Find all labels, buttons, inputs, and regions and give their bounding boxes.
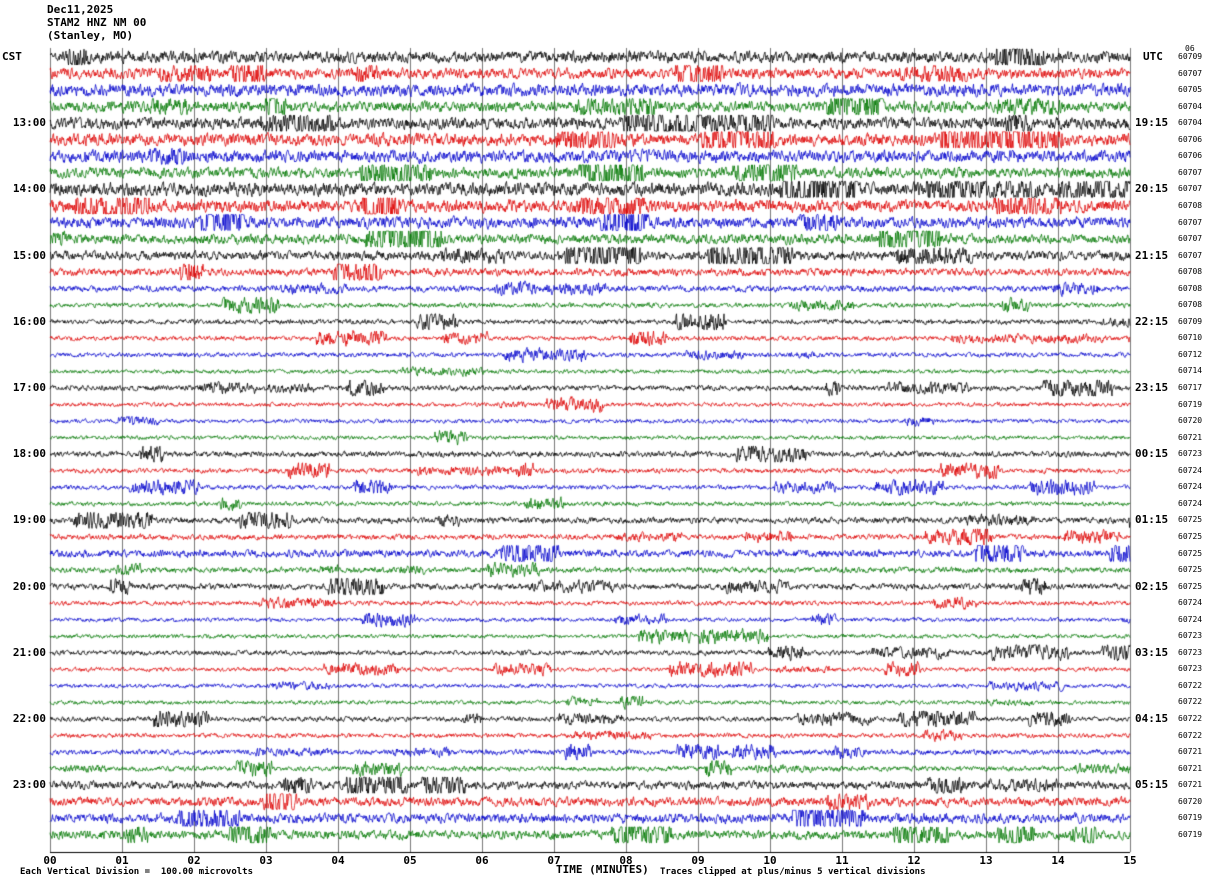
trace-offset-value: 60724 xyxy=(1178,598,1203,608)
utc-hour-label: 02:15 xyxy=(1135,579,1169,593)
trace-offset-value: 60708 xyxy=(1178,300,1203,310)
trace-offset-value: 60723 xyxy=(1178,631,1203,641)
trace-offset-value: 60710 xyxy=(1178,333,1203,343)
clip-note: Traces clipped at plus/minus 5 vertical … xyxy=(660,867,926,877)
trace-offset-value: 60708 xyxy=(1178,267,1203,277)
left-timezone-label: CST xyxy=(2,50,22,63)
trace-offset-value: 60721 xyxy=(1178,432,1203,442)
trace-offset-value: 60707 xyxy=(1178,184,1203,194)
trace-offset-value: 60707 xyxy=(1178,167,1203,177)
x-tick-label: 05 xyxy=(403,854,417,867)
utc-hour-label: 05:15 xyxy=(1135,778,1169,792)
cst-hour-label: 22:00 xyxy=(12,712,46,725)
utc-hour-label: 19:15 xyxy=(1135,116,1169,130)
title-date: Dec11,2025 xyxy=(47,3,114,16)
trace-offset-value: 60720 xyxy=(1178,796,1203,806)
utc-hour-label: 04:15 xyxy=(1135,712,1169,725)
trace-offset-value: 60722 xyxy=(1178,697,1203,707)
trace-offset-value: 60719 xyxy=(1178,399,1203,409)
trace-offset-value: 60725 xyxy=(1178,565,1203,575)
trace-offset-value: 60717 xyxy=(1178,383,1203,392)
trace-offset-value: 60707 xyxy=(1178,217,1203,227)
trace-offset-value: 60707 xyxy=(1178,234,1203,244)
trace-offset-value: 60712 xyxy=(1178,349,1203,359)
trace-offset-value: 60722 xyxy=(1178,680,1203,690)
x-tick-label: 01 xyxy=(115,854,129,867)
scale-note: Each Vertical Division = 100.00 microvol… xyxy=(20,867,253,877)
trace-offset-value: 60719 xyxy=(1178,829,1203,839)
trace-offset-value: 60724 xyxy=(1178,614,1203,624)
trace-offset-value: 60724 xyxy=(1178,465,1203,475)
utc-hour-label: 22:15 xyxy=(1135,314,1169,328)
x-tick-label: 11 xyxy=(835,854,849,867)
trace-offset-value: 60705 xyxy=(1178,85,1203,95)
x-tick-label: 13 xyxy=(979,854,993,867)
cst-hour-label: 19:00 xyxy=(12,513,46,527)
trace-offset-value: 60725 xyxy=(1178,515,1203,525)
trace-offset-value: 60723 xyxy=(1178,647,1203,657)
trace-offset-value: 60723 xyxy=(1178,449,1203,459)
trace-offset-value: 60722 xyxy=(1178,730,1203,740)
trace-offset-value: 60706 xyxy=(1178,134,1203,144)
trace-offset-value: 60709 xyxy=(1178,52,1203,61)
trace-offset-value: 60704 xyxy=(1178,118,1203,128)
trace-offset-value: 60721 xyxy=(1178,763,1203,773)
trace-offset-value: 60721 xyxy=(1178,747,1203,757)
trace-offset-value: 60725 xyxy=(1178,531,1203,541)
utc-hour-label: 21:15 xyxy=(1135,248,1169,262)
trace-offset-value: 60724 xyxy=(1178,498,1203,508)
x-tick-label: 04 xyxy=(331,854,345,867)
trace-offset-value: 60709 xyxy=(1178,316,1203,326)
x-tick-label: 03 xyxy=(259,854,273,867)
x-tick-label: 12 xyxy=(907,854,921,867)
trace-offset-value: 60704 xyxy=(1178,101,1203,111)
x-tick-label: 09 xyxy=(691,854,705,867)
cst-hour-label: 13:00 xyxy=(12,116,46,130)
cst-hour-label: 18:00 xyxy=(12,447,46,461)
x-tick-label: 14 xyxy=(1051,854,1065,867)
utc-hour-label: 00:15 xyxy=(1135,447,1169,461)
cst-hour-label: 14:00 xyxy=(12,182,46,196)
utc-hour-label: 01:15 xyxy=(1135,513,1169,527)
trace-offset-value: 60714 xyxy=(1178,366,1203,376)
trace-offset-value: 60723 xyxy=(1178,664,1203,674)
trace-offset-value: 60720 xyxy=(1178,416,1203,426)
x-tick-label: 15 xyxy=(1123,854,1137,867)
x-tick-label: 06 xyxy=(475,854,489,867)
cst-hour-label: 15:00 xyxy=(12,248,46,262)
x-axis-label: TIME (MINUTES) xyxy=(556,863,649,876)
corner-mark: 06 xyxy=(1185,44,1195,53)
right-timezone-label: UTC xyxy=(1143,50,1163,63)
cst-hour-label: 16:00 xyxy=(12,314,46,328)
trace-offset-value: 60707 xyxy=(1178,250,1203,260)
trace-offset-value: 60725 xyxy=(1178,581,1203,591)
utc-hour-label: 20:15 xyxy=(1135,182,1169,196)
trace-offset-value: 60708 xyxy=(1178,283,1203,293)
trace-offset-value: 60706 xyxy=(1178,151,1203,161)
x-tick-label: 07 xyxy=(547,854,561,867)
x-tick-label: 02 xyxy=(187,854,201,867)
trace-offset-value: 60722 xyxy=(1178,714,1203,723)
title-location: (Stanley, MO) xyxy=(47,29,134,42)
title-station: STAM2 HNZ NM 00 xyxy=(47,16,147,29)
trace-offset-value: 60719 xyxy=(1178,813,1203,823)
trace-offset-value: 60724 xyxy=(1178,482,1203,492)
trace-offset-value: 60707 xyxy=(1178,68,1203,78)
utc-hour-label: 23:15 xyxy=(1135,381,1169,394)
trace-offset-value: 60721 xyxy=(1178,780,1203,790)
cst-hour-label: 23:00 xyxy=(12,778,46,792)
x-tick-label: 08 xyxy=(619,854,633,867)
cst-hour-label: 20:00 xyxy=(12,579,46,593)
cst-hour-label: 17:00 xyxy=(12,381,46,394)
x-tick-label: 00 xyxy=(43,854,57,867)
utc-hour-label: 03:15 xyxy=(1135,645,1169,659)
x-tick-label: 10 xyxy=(763,854,777,867)
cst-hour-label: 21:00 xyxy=(12,645,46,659)
trace-offset-value: 60725 xyxy=(1178,548,1203,558)
trace-offset-value: 60708 xyxy=(1178,200,1203,210)
